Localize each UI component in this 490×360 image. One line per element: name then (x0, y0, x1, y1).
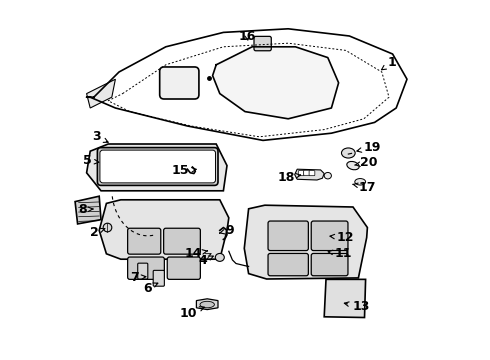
Text: 14: 14 (184, 247, 207, 260)
Polygon shape (87, 79, 116, 108)
Text: 4: 4 (198, 255, 213, 267)
FancyBboxPatch shape (309, 171, 315, 176)
FancyBboxPatch shape (167, 257, 200, 279)
Text: 10: 10 (180, 307, 204, 320)
Polygon shape (87, 144, 227, 191)
Text: 12: 12 (330, 231, 354, 244)
Polygon shape (294, 169, 324, 180)
Text: 1: 1 (382, 57, 396, 70)
Text: 7: 7 (130, 271, 146, 284)
FancyBboxPatch shape (98, 148, 218, 185)
Text: 16: 16 (239, 30, 256, 42)
FancyBboxPatch shape (268, 253, 308, 276)
Ellipse shape (355, 179, 366, 185)
Text: 11: 11 (328, 247, 352, 260)
FancyBboxPatch shape (311, 253, 348, 276)
FancyBboxPatch shape (164, 228, 200, 254)
Text: 15: 15 (172, 165, 196, 177)
FancyBboxPatch shape (127, 257, 164, 279)
Ellipse shape (342, 148, 355, 158)
Ellipse shape (200, 301, 215, 308)
Polygon shape (99, 200, 229, 259)
Polygon shape (213, 47, 339, 119)
Text: 3: 3 (93, 130, 108, 143)
FancyBboxPatch shape (160, 67, 199, 99)
FancyBboxPatch shape (268, 221, 308, 251)
FancyBboxPatch shape (153, 270, 164, 286)
Text: 20: 20 (355, 156, 378, 169)
Polygon shape (245, 205, 368, 279)
FancyBboxPatch shape (127, 228, 161, 254)
Text: 18: 18 (277, 171, 301, 184)
Text: 2: 2 (91, 226, 105, 239)
FancyBboxPatch shape (304, 170, 310, 175)
Text: 5: 5 (83, 154, 99, 167)
FancyBboxPatch shape (138, 263, 148, 279)
FancyBboxPatch shape (100, 150, 216, 183)
Polygon shape (103, 159, 110, 166)
Circle shape (103, 223, 112, 232)
Text: 13: 13 (344, 300, 370, 313)
Ellipse shape (347, 161, 359, 170)
Text: 6: 6 (143, 282, 158, 294)
Text: 8: 8 (79, 203, 93, 216)
Polygon shape (75, 196, 101, 224)
Polygon shape (196, 299, 218, 310)
Text: 9: 9 (220, 224, 234, 237)
FancyBboxPatch shape (254, 36, 271, 51)
FancyBboxPatch shape (311, 221, 348, 251)
Ellipse shape (324, 172, 331, 179)
Ellipse shape (215, 253, 224, 261)
Text: 17: 17 (353, 181, 376, 194)
FancyBboxPatch shape (298, 171, 304, 176)
Polygon shape (324, 279, 366, 318)
Text: 19: 19 (357, 141, 381, 154)
